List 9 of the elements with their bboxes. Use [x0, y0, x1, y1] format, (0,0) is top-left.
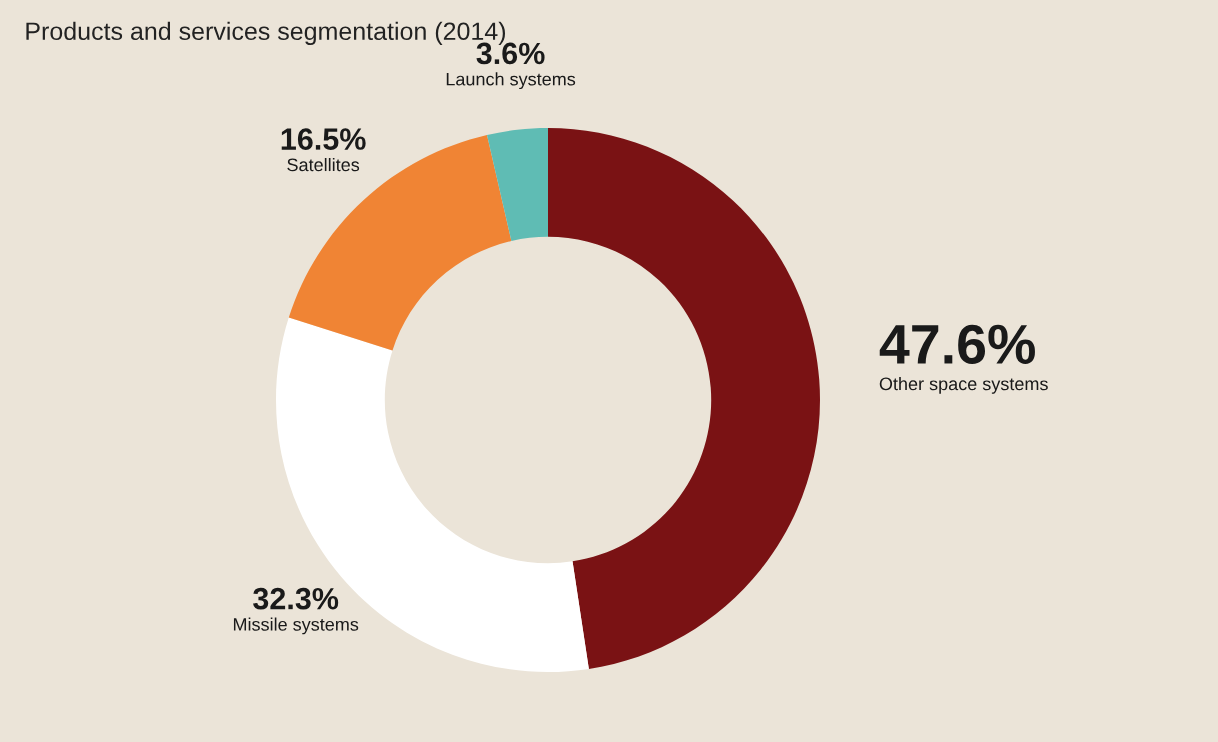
slice-label: Other space systems	[879, 377, 1048, 394]
data-label: 16.5%	[281, 128, 366, 150]
donut-slice	[487, 128, 548, 241]
slice-label: Satellites	[287, 157, 360, 172]
data-label: 32.3%	[253, 587, 339, 610]
donut-slice	[548, 128, 820, 669]
data-label: 47.6%	[879, 324, 1035, 365]
slice-label: Launch systems	[446, 72, 576, 90]
slice-label: Missile systems	[233, 617, 359, 635]
